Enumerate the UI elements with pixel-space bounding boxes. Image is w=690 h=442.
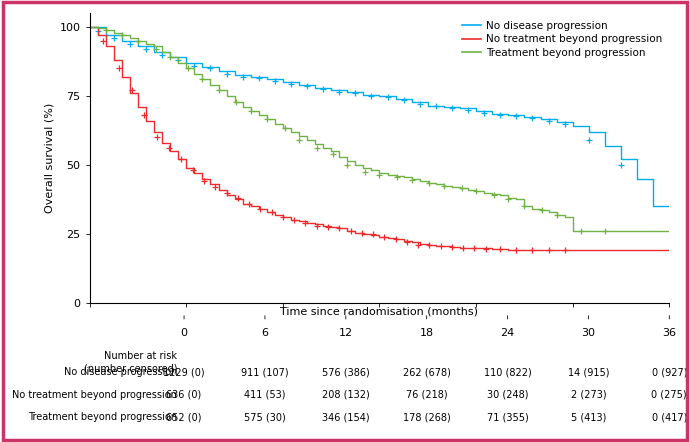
- Legend: No disease progression, No treatment beyond progression, Treatment beyond progre: No disease progression, No treatment bey…: [460, 19, 664, 60]
- Text: 2 (273): 2 (273): [571, 390, 607, 400]
- Text: 5 (413): 5 (413): [571, 412, 606, 423]
- Y-axis label: Overall survival (%): Overall survival (%): [44, 103, 54, 213]
- Text: 14 (915): 14 (915): [568, 367, 609, 377]
- Text: 0: 0: [181, 328, 188, 338]
- Text: 110 (822): 110 (822): [484, 367, 531, 377]
- Text: 30 (248): 30 (248): [487, 390, 529, 400]
- Text: Treatment beyond progression: Treatment beyond progression: [28, 412, 177, 423]
- Text: 1229 (0): 1229 (0): [164, 367, 205, 377]
- Text: 0 (275): 0 (275): [651, 390, 687, 400]
- Text: No disease progression: No disease progression: [63, 367, 177, 377]
- Text: 652 (0): 652 (0): [166, 412, 201, 423]
- Text: 18: 18: [420, 328, 434, 338]
- Text: 0 (927): 0 (927): [651, 367, 687, 377]
- Text: 36: 36: [662, 328, 676, 338]
- Text: Number at risk
(number censored): Number at risk (number censored): [83, 351, 177, 373]
- Text: 6: 6: [262, 328, 268, 338]
- Text: 71 (355): 71 (355): [486, 412, 529, 423]
- Text: 76 (218): 76 (218): [406, 390, 448, 400]
- Text: 24: 24: [500, 328, 515, 338]
- Text: 12: 12: [339, 328, 353, 338]
- Text: 411 (53): 411 (53): [244, 390, 286, 400]
- Text: 0 (417): 0 (417): [651, 412, 687, 423]
- Text: 575 (30): 575 (30): [244, 412, 286, 423]
- Text: No treatment beyond progression: No treatment beyond progression: [12, 390, 177, 400]
- Text: 30: 30: [582, 328, 595, 338]
- Text: 346 (154): 346 (154): [322, 412, 370, 423]
- Text: Time since randomisation (months): Time since randomisation (months): [281, 307, 478, 316]
- Text: 576 (386): 576 (386): [322, 367, 370, 377]
- Text: 178 (268): 178 (268): [403, 412, 451, 423]
- Text: 911 (107): 911 (107): [241, 367, 288, 377]
- Text: 262 (678): 262 (678): [403, 367, 451, 377]
- Text: 208 (132): 208 (132): [322, 390, 370, 400]
- Text: 636 (0): 636 (0): [166, 390, 201, 400]
